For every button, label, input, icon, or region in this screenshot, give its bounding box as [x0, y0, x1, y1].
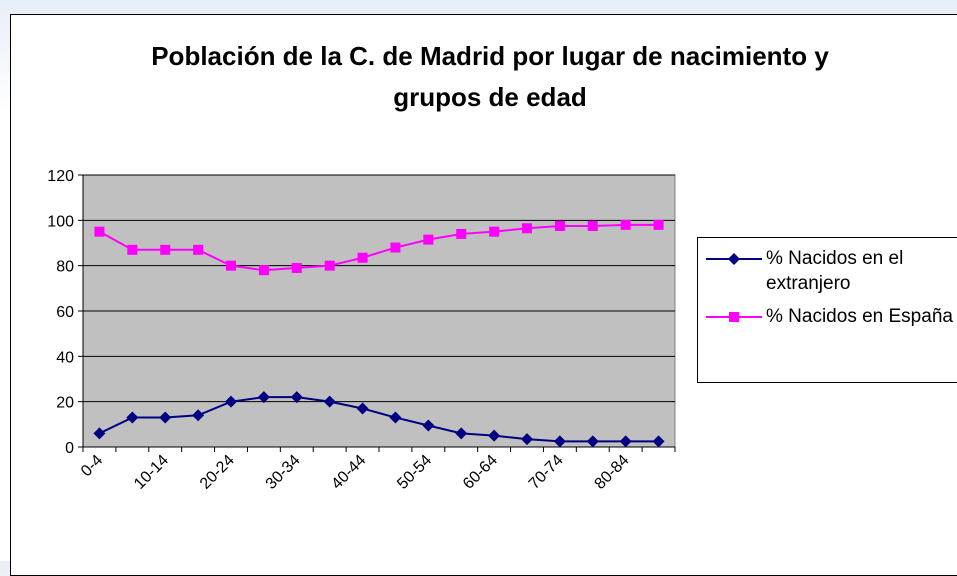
x-tick-label: 40-44: [328, 452, 369, 493]
chart: 0 20 40 60 80 100 120 0-4 10-14 20-24 30-34 40-44 50…: [47, 168, 676, 493]
x-tick-label: 20-24: [197, 452, 238, 493]
point: [94, 226, 105, 237]
y-tick-label: 40: [56, 349, 74, 366]
point: [291, 262, 302, 273]
point: [652, 435, 665, 448]
point: [522, 223, 532, 234]
point: [257, 391, 270, 404]
legend: % Nacidos en el extranjero % Nacidos en E…: [697, 237, 957, 383]
point: [620, 219, 631, 230]
x-tick-label: 30-34: [263, 452, 304, 493]
point: [290, 391, 303, 404]
y-tick-label: 60: [56, 304, 74, 321]
point: [423, 234, 434, 245]
point: [226, 260, 236, 271]
point: [225, 395, 237, 408]
point: [323, 395, 336, 408]
x-tick-label: 80-84: [592, 452, 633, 493]
point: [193, 244, 204, 255]
legend-marker: [728, 253, 740, 265]
point: [159, 411, 172, 424]
point: [192, 409, 205, 422]
point: [521, 433, 533, 446]
point: [554, 221, 565, 231]
point: [258, 265, 269, 276]
point: [455, 427, 468, 440]
point: [357, 252, 368, 263]
legend-label: % Nacidos en España: [766, 306, 953, 327]
x-tick-label: 60-64: [460, 452, 501, 493]
point: [653, 219, 664, 230]
chart-title: Población de la C. de Madrid por lugar d…: [151, 41, 829, 112]
y-tick-label: 20: [56, 395, 74, 412]
legend-marker: [729, 312, 739, 322]
x-tick-label: 10-14: [131, 452, 172, 493]
point: [587, 221, 598, 231]
point: [160, 244, 171, 255]
point: [93, 427, 106, 440]
point: [389, 411, 402, 424]
x-tick-label: 50-54: [394, 452, 435, 493]
point: [422, 419, 435, 432]
point: [324, 260, 335, 271]
point: [456, 228, 467, 239]
point: [488, 429, 501, 442]
point: [127, 244, 138, 255]
legend-swatch: [706, 253, 762, 265]
point: [553, 435, 566, 448]
point: [390, 242, 401, 253]
y-tick-label: 100: [47, 213, 74, 230]
point: [489, 226, 500, 237]
series-line: [98, 223, 659, 272]
legend-label: % Nacidos en el extranjero: [766, 248, 904, 294]
point: [356, 402, 369, 415]
y-tick-label: 0: [65, 440, 74, 457]
x-tick-label: 0-4: [78, 452, 106, 480]
y-tick-label: 120: [47, 168, 74, 185]
point: [126, 411, 139, 424]
point: [586, 435, 599, 448]
point: [619, 435, 632, 448]
y-tick-label: 80: [56, 259, 74, 276]
x-tick-label: 70-74: [526, 452, 567, 493]
legend-swatch: [706, 312, 762, 322]
